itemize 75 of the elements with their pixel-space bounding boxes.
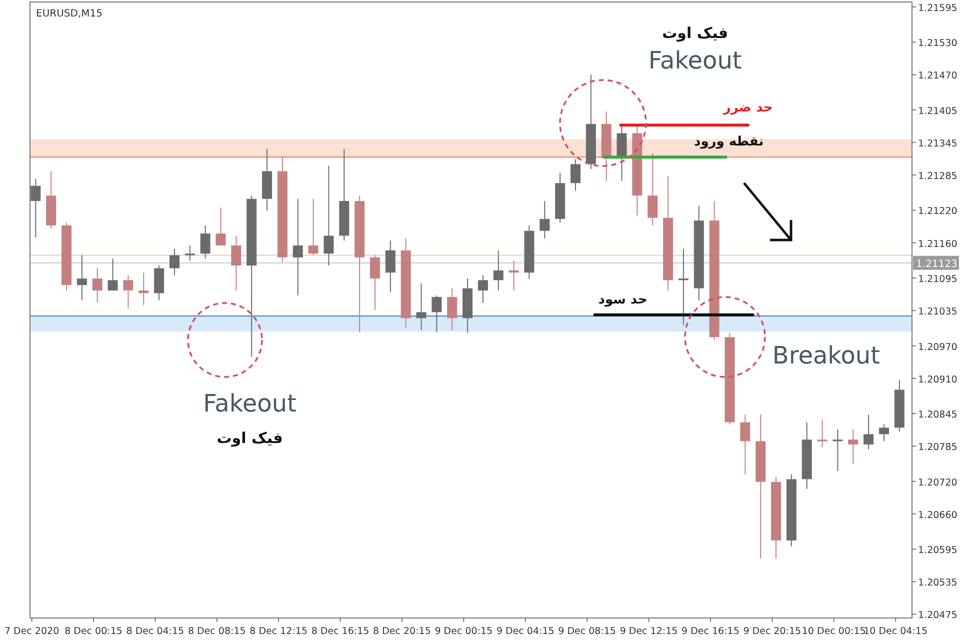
y-tick-label: 1.21285 [918, 170, 958, 182]
y-tick-label: 1.21530 [918, 38, 958, 50]
candlestick [76, 254, 87, 301]
y-tick-label: 1.20720 [918, 477, 958, 488]
candlestick [416, 282, 426, 331]
annotation: Fakeout [648, 46, 742, 75]
x-tick-label: 9 Dec 08:15 [558, 626, 616, 637]
y-tick-label: 1.21470 [918, 70, 958, 82]
y-tick-label: 1.20535 [918, 578, 958, 589]
candlestick [231, 235, 242, 291]
annotation: EURUSD,M15 [36, 8, 102, 20]
annotation: فیک اوت [216, 429, 283, 448]
candlestick [878, 424, 889, 442]
candlestick [493, 250, 504, 291]
candlestick [817, 419, 828, 448]
candlestick [740, 414, 750, 475]
y-tick-label: 1.21595 [918, 2, 958, 14]
x-tick-label: 7 Dec 2020 [4, 626, 60, 637]
candlestick [864, 414, 874, 450]
candlestick [92, 268, 102, 303]
x-tick-label: 8 Dec 00:15 [64, 626, 122, 637]
candlestick [832, 428, 843, 472]
x-tick-label: 9 Dec 12:15 [620, 626, 678, 637]
candlestick [385, 240, 396, 293]
candlestick [678, 248, 688, 326]
candlestick [648, 152, 658, 226]
y-tick-label: 1.20910 [918, 374, 958, 386]
candlestick [570, 158, 580, 192]
candlestick [292, 198, 303, 296]
x-tick-label: 9 Dec 16:15 [682, 626, 740, 637]
candlestick [169, 248, 180, 276]
ref-line-label: 1.21123 [916, 258, 958, 270]
candlestick [123, 274, 134, 309]
candlestick [540, 200, 550, 239]
y-tick-label: 1.20785 [918, 442, 958, 454]
y-tick-label: 1.20845 [918, 410, 958, 421]
y-tick-label: 1.20660 [918, 510, 958, 521]
annotation: حد سود [598, 292, 648, 308]
candlestick [432, 294, 442, 333]
candlestick [508, 260, 519, 291]
y-tick-label: 1.21220 [918, 206, 958, 218]
y-tick-label: 1.21345 [918, 138, 958, 150]
candlestick [324, 165, 334, 266]
annotation: Breakout [772, 342, 880, 370]
candlestick [108, 258, 118, 291]
candlestick [200, 224, 210, 259]
candlestick [184, 244, 195, 262]
x-tick-label: 10 Dec 04:15 [864, 626, 928, 637]
y-tick-label: 1.21095 [918, 274, 958, 286]
annotation: نقطه ورود [694, 134, 764, 150]
x-tick-label: 8 Dec 16:15 [311, 626, 370, 637]
x-tick-label: 8 Dec 08:15 [188, 626, 246, 637]
annotation: فیک اوت [662, 24, 728, 42]
y-tick-label: 1.20475 [918, 610, 958, 622]
x-tick-label: 9 Dec 20:15 [743, 626, 802, 637]
x-tick-label: 8 Dec 20:15 [373, 626, 431, 637]
x-tick-label: 9 Dec 00:15 [434, 626, 493, 637]
annotation: حد ضرر [722, 100, 773, 116]
y-tick-label: 1.21035 [918, 306, 958, 318]
candlestick [478, 274, 488, 304]
candlestick [138, 272, 149, 306]
x-tick-label: 9 Dec 04:15 [496, 626, 554, 637]
candlestick [370, 254, 380, 310]
annotation: Fakeout [203, 390, 296, 418]
candlestick [308, 198, 318, 256]
y-tick-label: 1.21160 [918, 238, 958, 250]
x-tick-label: 8 Dec 12:15 [250, 626, 308, 637]
candlestick [848, 428, 858, 464]
x-tick-label: 10 Dec 00:15 [802, 626, 866, 637]
y-tick-label: 1.20970 [918, 342, 958, 353]
y-tick-label: 1.21405 [918, 106, 958, 117]
x-tick-label: 8 Dec 04:15 [126, 626, 184, 637]
candlestick [216, 207, 226, 246]
y-tick-label: 1.20595 [918, 545, 958, 556]
candlestick [447, 288, 458, 331]
